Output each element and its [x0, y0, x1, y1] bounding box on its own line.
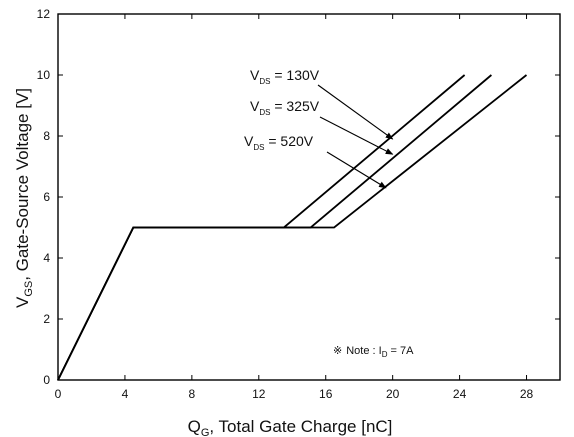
x-tick-label: 8: [189, 387, 196, 401]
series-lines: [57, 74, 528, 381]
series-label-arrow-2: [319, 116, 394, 155]
x-tick-label: 20: [386, 387, 400, 401]
x-tick-label: 28: [520, 387, 534, 401]
note-annotation: ※ Note : ID = 7A: [333, 345, 414, 359]
y-tick-label: 10: [37, 68, 51, 82]
y-axis-title: VGS, Gate-Source Voltage [V]: [13, 88, 35, 308]
y-tick-label: 4: [43, 251, 50, 265]
y-tick-label: 0: [43, 373, 50, 387]
series-label-1: VDS = 130V: [250, 67, 320, 86]
series-label-2: VDS = 325V: [250, 98, 320, 117]
y-tick-label: 12: [37, 7, 51, 21]
series-label-arrow-1: [317, 84, 394, 140]
series-labels: VDS = 130V VDS = 325V VDS = 520V: [244, 67, 394, 189]
series-line-3: [57, 74, 528, 381]
y-tick-label: 8: [43, 129, 50, 143]
series-label-arrow-3: [326, 151, 387, 189]
x-tick-label: 16: [319, 387, 333, 401]
x-tick-label: 0: [55, 387, 62, 401]
x-axis-ticks: 0 4 8 12 16 20 24 28: [55, 14, 534, 401]
x-tick-label: 4: [122, 387, 129, 401]
x-tick-label: 24: [453, 387, 467, 401]
y-axis-ticks: 0 2 4 6 8 10 12: [37, 7, 560, 387]
series-label-3: VDS = 520V: [244, 133, 314, 152]
x-axis-title: QG, Total Gate Charge [nC]: [188, 417, 393, 437]
y-tick-label: 2: [43, 312, 50, 326]
y-tick-label: 6: [43, 190, 50, 204]
x-tick-label: 12: [252, 387, 266, 401]
